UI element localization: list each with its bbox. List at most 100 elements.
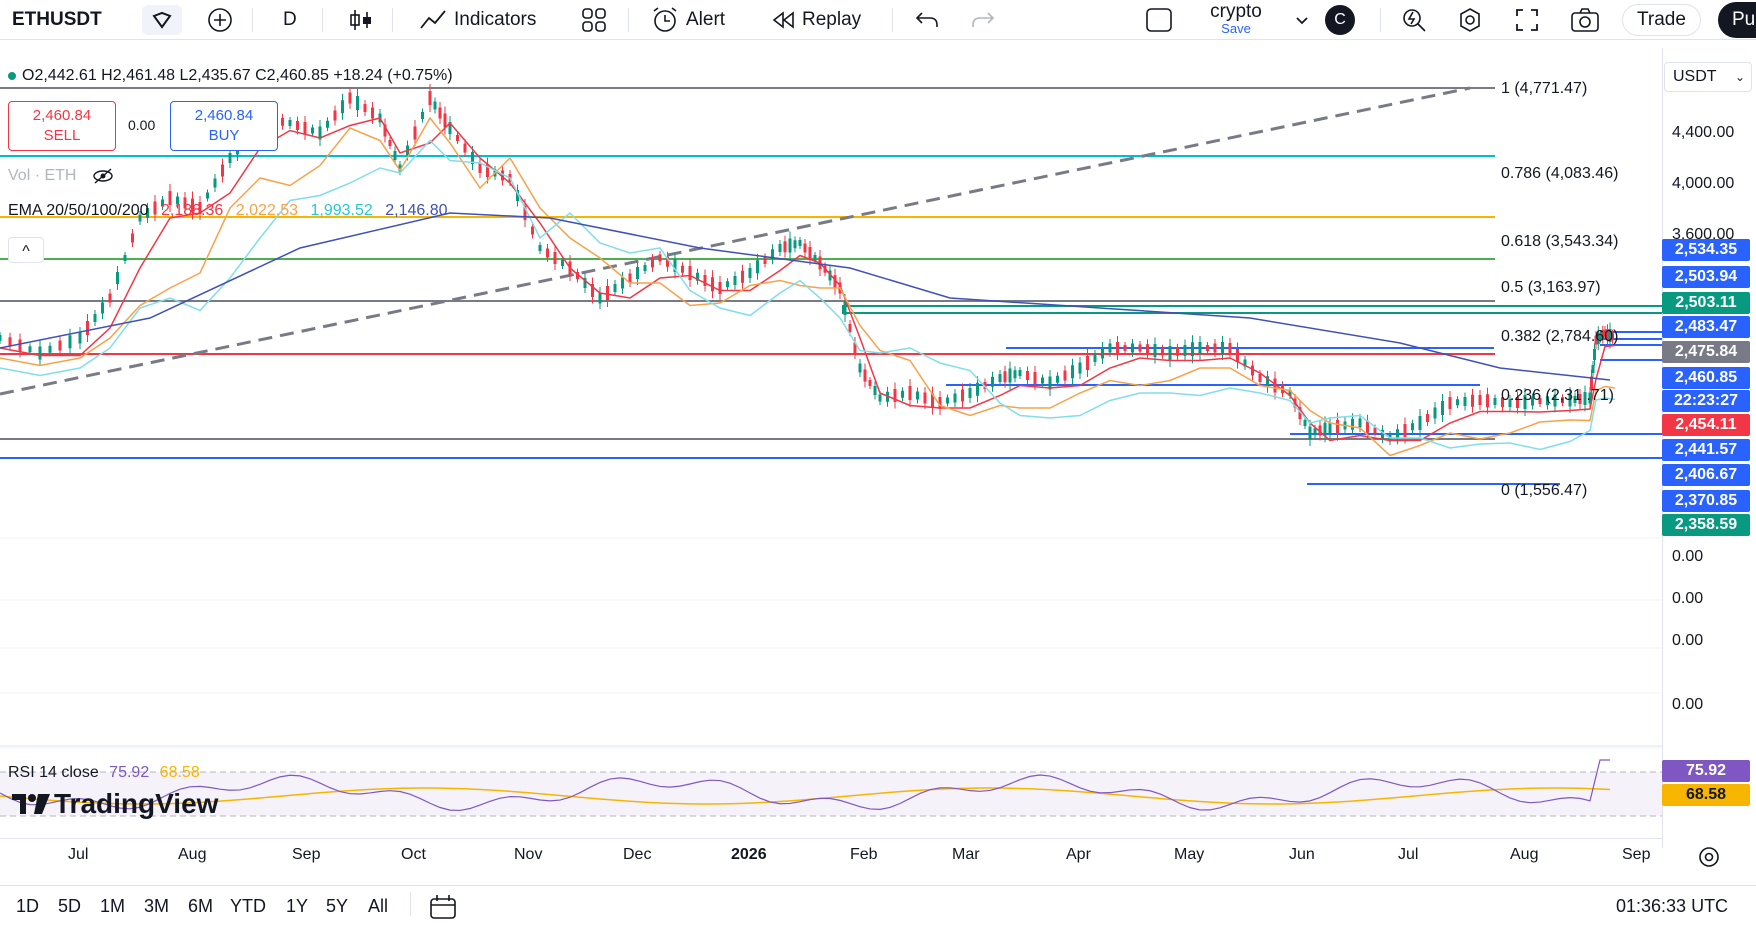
candle [206,192,209,199]
clock[interactable]: 01:36:33 UTC [1616,896,1729,916]
price-axis-label: 0.00 [1672,590,1704,607]
time-axis-label: Jul [1398,846,1419,863]
candle [1578,394,1582,404]
spread-value: 0.00 [128,117,156,133]
collapse-legend-button[interactable]: ^ [8,237,44,263]
layout-name: crypto [1210,1,1262,22]
candle [1594,335,1598,345]
candle [1138,344,1142,352]
publish-button[interactable]: Pu [1718,2,1756,38]
interval-button[interactable]: D [283,0,297,40]
price-axis-label: 3,600.00 [1672,226,1735,243]
undo-button[interactable] [914,0,940,40]
trade-button[interactable]: Trade [1622,4,1701,36]
quick-search-button[interactable] [1400,0,1428,40]
range-3m[interactable]: 3M [144,896,170,916]
alert-button[interactable]: Alert [650,0,725,40]
candle [1153,344,1157,357]
tradingview-logo[interactable]: TradingView [12,788,218,820]
range-ytd[interactable]: YTD [230,896,266,916]
candle [1608,329,1612,342]
candle [1508,399,1512,407]
candle [1013,370,1017,379]
rsi-legend[interactable]: RSI 14 close 75.92 68.58 [8,764,200,782]
compare-button[interactable] [206,0,234,40]
range-6m[interactable]: 6M [188,896,214,916]
currency-select[interactable]: USDT ⌄ [1664,62,1752,92]
candle [553,252,557,264]
layout-dropdown[interactable] [1294,0,1310,40]
candle [1593,349,1596,360]
candle [1611,333,1614,341]
candle [726,281,729,288]
buy-button[interactable]: 2,460.84 BUY [170,101,278,151]
candle [1191,342,1194,357]
range-1m[interactable]: 1M [100,896,126,916]
candle [848,324,852,332]
price-chart[interactable] [0,48,1662,848]
candle [1411,423,1414,431]
price-axis-label: 0.00 [1672,632,1704,649]
snapshot-button[interactable] [1570,0,1600,40]
fib-label: 0.5 (3,163.97) [1501,279,1601,296]
candle [1516,397,1519,408]
gear-icon [1460,8,1480,32]
candle [1531,397,1534,406]
eye-crossed-icon[interactable] [91,167,115,185]
candle [808,247,812,259]
candle [991,376,994,387]
time-axis-label: Aug [178,846,207,863]
range-5d[interactable]: 5D [58,896,82,916]
price-tag: 2,503.94 [1662,266,1750,288]
candle [1033,372,1037,384]
symbol-search[interactable]: ETHUSDT [12,0,102,40]
settings-button[interactable] [1456,0,1484,40]
ema-legend[interactable]: EMA 20/50/100/200 2,188.36 2,022.53 1,99… [8,202,448,220]
candle [696,272,699,281]
candle [38,346,42,360]
candle [433,101,437,110]
price-tag: 2,441.57 [1662,439,1750,461]
candle [371,107,374,119]
ema100-value: 1,993.52 [310,202,373,219]
templates-button[interactable] [580,0,608,40]
time-axis-label: 2026 [731,846,767,863]
range-all[interactable]: All [368,896,389,916]
avatar[interactable]: C [1325,5,1355,35]
candle [1228,343,1232,353]
candle [1116,342,1119,354]
candle [538,245,542,251]
sell-button[interactable]: 2,460.84 SELL [8,101,116,151]
candle [613,284,617,292]
symbol-badge[interactable] [142,0,182,40]
chevron-down-icon [1296,17,1308,25]
range-1y[interactable]: 1Y [286,896,309,916]
range-5y[interactable]: 5Y [326,896,349,916]
replay-button[interactable]: Replay [770,0,861,40]
candle [131,233,134,243]
candle [146,208,149,218]
rsi-line [0,759,1610,812]
candle [1591,365,1595,373]
redo-button[interactable] [970,0,996,40]
range-1d[interactable]: 1D [16,896,40,916]
candle [18,339,22,352]
candle [456,135,459,141]
candle [1008,368,1012,383]
candle [1003,371,1007,383]
candle [1538,398,1542,404]
indicators-button[interactable]: Indicators [418,0,536,40]
go-to-date-button[interactable] [428,893,458,926]
candle [153,201,157,215]
chevron-down-icon: ⌄ [1734,70,1745,84]
ema20-line [0,117,1616,442]
chart-type-button[interactable] [348,0,374,40]
candle [1336,419,1339,434]
layout-name-button[interactable]: crypto Save [1200,1,1272,36]
axis-settings-button[interactable] [1696,844,1722,875]
volume-legend[interactable]: Vol · ETH [8,167,115,185]
layout-button[interactable] [1144,0,1174,40]
indicators-label: Indicators [454,9,537,30]
fullscreen-button[interactable] [1514,0,1540,40]
candle [828,270,832,281]
